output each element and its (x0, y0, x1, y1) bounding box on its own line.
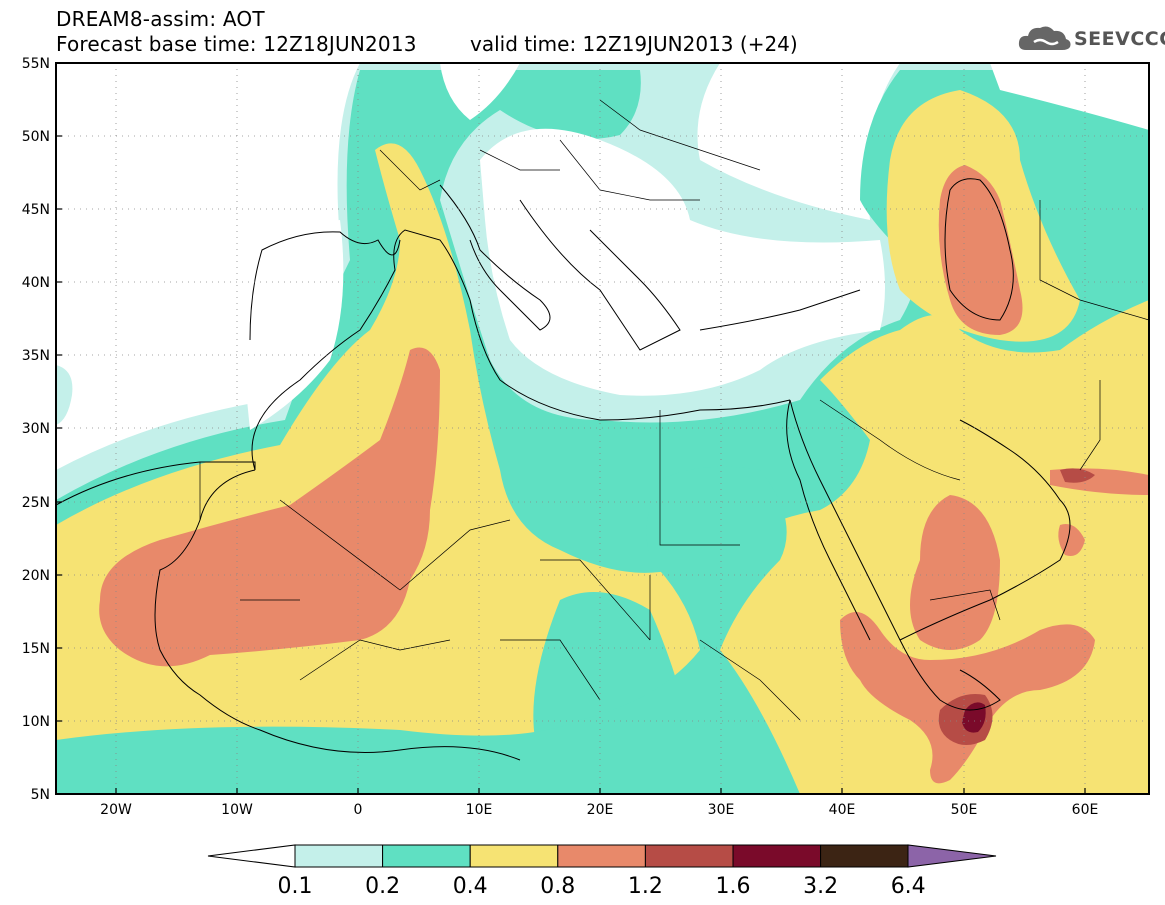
lat-label: 40N (22, 275, 50, 291)
colorbar-bin (557, 844, 646, 868)
lat-label: 35N (22, 348, 50, 364)
aot-white-mediterranean (480, 128, 885, 396)
lat-label: 10N (22, 714, 50, 730)
lat-label: 5N (31, 787, 50, 803)
lon-label: 50E (951, 802, 978, 818)
colorbar-label: 1.6 (716, 874, 751, 899)
cloud-icon (1018, 26, 1071, 50)
aot-contour-0.8-arabia (910, 495, 1000, 650)
colorbar-under-arrow (207, 844, 296, 868)
lon-label: 0 (354, 802, 363, 818)
lat-label: 50N (22, 129, 50, 145)
longitude-labels: 20W 10W 0 10E 20E 30E 40E 50E 60E (100, 802, 1098, 818)
lon-label: 30E (708, 802, 735, 818)
lat-label: 25N (22, 495, 50, 511)
valid-time: valid time: 12Z19JUN2013 (+24) (470, 32, 798, 56)
lon-label: 40E (829, 802, 856, 818)
lat-label: 15N (22, 641, 50, 657)
seevccc-logo: SEEVCCC (1016, 22, 1165, 56)
aot-contour-0.1-atlantic (56, 365, 73, 425)
lat-label: 55N (22, 56, 50, 72)
lon-label: 10W (221, 802, 253, 818)
lon-label: 20E (587, 802, 614, 818)
colorbar-label: 0.1 (278, 874, 313, 899)
colorbar-over-arrow (907, 844, 997, 868)
map-title: DREAM8-assim: AOT (56, 7, 265, 31)
forecast-base-time: Forecast base time: 12Z18JUN2013 (56, 32, 417, 56)
colorbar-bin (820, 844, 909, 868)
aot-contour-0.8-caspian (938, 165, 1023, 335)
colorbar-label: 0.4 (453, 874, 488, 899)
lat-label: 30N (22, 421, 50, 437)
lon-label: 60E (1072, 802, 1099, 818)
colorbar-label: 6.4 (891, 874, 926, 899)
latitude-labels: 55N 50N 45N 40N 35N 30N 25N 20N 15N 10N … (22, 56, 50, 803)
graticule (56, 63, 1149, 794)
logo-text: SEEVCCC (1074, 28, 1165, 50)
colorbar-bin (382, 844, 471, 868)
lat-label: 20N (22, 568, 50, 584)
axis-ticks (56, 62, 1086, 794)
aot-white-north (440, 63, 520, 120)
colorbar-label: 0.8 (540, 874, 575, 899)
aot-white-ne (990, 63, 1149, 130)
lon-label: 10E (466, 802, 493, 818)
colorbar-bin (469, 844, 559, 868)
coastlines (56, 178, 1071, 761)
lon-label: 20W (100, 802, 132, 818)
colorbar-bin (644, 844, 734, 868)
aot-contour-1.2-gulf (1060, 468, 1095, 483)
colorbar-bin (294, 844, 384, 868)
colorbar-label: 1.2 (628, 874, 663, 899)
aot-white-iberia (240, 220, 344, 430)
colorbar-label: 3.2 (803, 874, 838, 899)
aot-contour-0.2-sahel (56, 466, 800, 794)
aot-field (56, 63, 1149, 794)
colorbar-label: 0.2 (365, 874, 400, 899)
aot-contour-0.8 (99, 347, 440, 667)
colorbar: 0.1 0.2 0.4 0.8 1.2 1.6 3.2 6.4 (207, 844, 997, 899)
colorbar-bin (732, 844, 822, 868)
lat-label: 45N (22, 202, 50, 218)
